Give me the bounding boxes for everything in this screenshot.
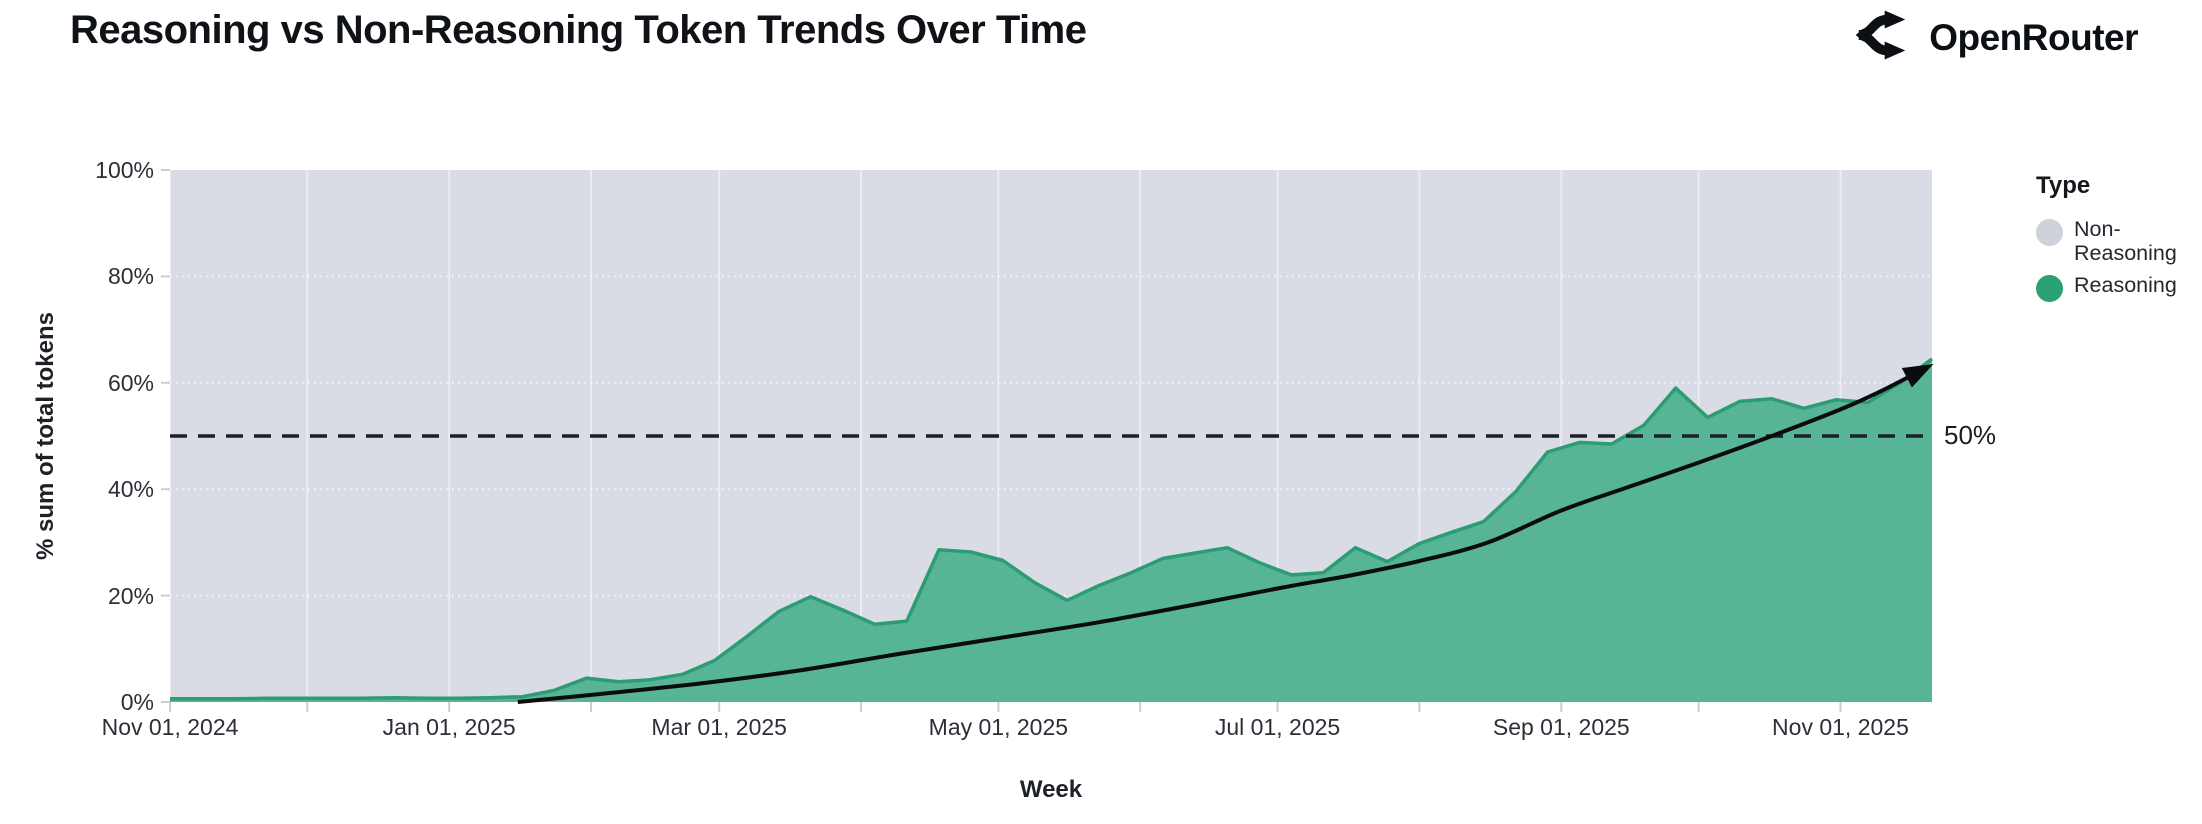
x-axis-title: Week [1019, 776, 1083, 803]
x-axis-tick-label: May 01, 2025 [928, 714, 1069, 740]
legend-label-non-reasoning: Non-Reasoning [2074, 217, 2177, 265]
openrouter-icon [1855, 8, 1913, 67]
reasoning-area [170, 358, 1932, 702]
y-axis-tick-label: 100% [95, 157, 154, 183]
x-axis-tick-label: Nov 01, 2025 [1772, 714, 1909, 740]
legend-item-reasoning: Reasoning [2036, 273, 2198, 303]
trend-arrowhead [1901, 364, 1934, 388]
x-axis-tick-label: Mar 01, 2025 [651, 714, 787, 740]
fifty-percent-annotation: 50% [1944, 420, 1997, 450]
legend-item-non-reasoning: Non-Reasoning [2036, 217, 2198, 265]
trend-arrow [517, 367, 1924, 704]
y-axis-tick-label: 60% [107, 369, 154, 396]
brand-name: OpenRouter [1929, 16, 2138, 58]
reasoning-area-outline [170, 357, 1934, 701]
x-axis-tick-label: Jul 01, 2025 [1214, 714, 1341, 740]
legend: Type Non-Reasoning Reasoning [2036, 172, 2198, 311]
legend-label-reasoning: Reasoning [2074, 273, 2177, 298]
x-axis-tick-label: Sep 01, 2025 [1492, 714, 1630, 740]
x-axis-tick-label: Jan 01, 2025 [382, 714, 516, 740]
legend-swatch-reasoning [2036, 275, 2063, 303]
x-axis-tick-label: Nov 01, 2024 [101, 714, 239, 740]
y-axis-tick-label: 80% [107, 263, 154, 290]
y-axis-tick-label: 20% [107, 582, 154, 609]
legend-swatch-non-reasoning [2036, 219, 2063, 246]
page-title: Reasoning vs Non-Reasoning Token Trends … [70, 8, 1087, 52]
brand-logo: OpenRouter [1855, 8, 2138, 67]
y-axis-tick-label: 40% [107, 476, 154, 503]
legend-title: Type [2036, 172, 2091, 199]
y-axis-title: % sum of total tokens [32, 311, 59, 561]
y-axis-tick-label: 0% [120, 689, 154, 715]
